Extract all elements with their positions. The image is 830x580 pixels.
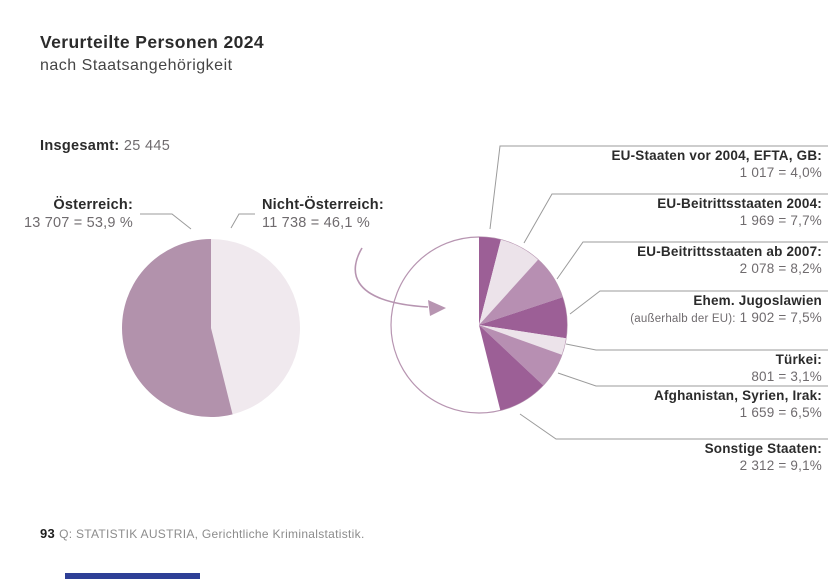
slice-label-sonstige: Sonstige Staaten: 2 312 = 9,1%	[492, 441, 822, 474]
label-oesterreich-value: 13 707 = 53,9 %	[23, 215, 133, 231]
pie-right-slice-5	[479, 325, 562, 386]
pie-left-slice-1	[211, 239, 300, 415]
slice-label-tuerkei: Türkei: 801 = 3,1%	[492, 352, 822, 385]
leader-line-oesterreich	[140, 213, 192, 230]
footer: 93 Q: STATISTIK AUSTRIA, Gerichtliche Kri…	[40, 526, 365, 541]
slice-label-value: 2 078 = 8,2%	[739, 260, 822, 276]
label-oesterreich-name: Österreich:	[53, 197, 133, 213]
label-nicht-oesterreich-value: 11 738 = 46,1 %	[262, 215, 370, 231]
total-line: Insgesamt: 25 445	[40, 138, 170, 154]
slice-label-eu-vor-2004: EU-Staaten vor 2004, EFTA, GB: 1 017 = 4…	[492, 148, 822, 181]
slice-label-value: 2 312 = 9,1%	[739, 457, 822, 473]
slice-label-value: 1 017 = 4,0%	[739, 164, 822, 180]
slice-label-eu-2004: EU-Beitrittsstaaten 2004: 1 969 = 7,7%	[492, 196, 822, 229]
pie-right-slice-4	[479, 325, 566, 355]
footer-source: Q: STATISTIK AUSTRIA, Gerichtliche Krimi…	[59, 527, 365, 541]
leader-line-sonstige	[519, 413, 828, 440]
arrow-head-icon	[428, 300, 446, 316]
slice-label-value: 1 969 = 7,7%	[739, 212, 822, 228]
slice-label-value: 801 = 3,1%	[751, 368, 822, 384]
slice-label-jugoslawien: Ehem. Jugoslawien (außerhalb der EU): 1 …	[492, 293, 822, 327]
slice-label-value-num: 1 902 = 7,5%	[739, 309, 822, 325]
slice-label-note: (außerhalb der EU):	[630, 312, 736, 325]
slice-label-value: 1 659 = 6,5%	[739, 404, 822, 420]
slice-label-title: EU-Staaten vor 2004, EFTA, GB:	[611, 148, 822, 163]
slice-label-afghanistan: Afghanistan, Syrien, Irak: 1 659 = 6,5%	[492, 388, 822, 421]
pie-right-slice-0	[479, 237, 501, 325]
leader-line-nicht-oesterreich	[230, 213, 255, 229]
bottom-accent-bar	[65, 573, 200, 579]
slice-label-title: Ehem. Jugoslawien	[693, 293, 822, 308]
slice-label-title: Sonstige Staaten:	[704, 441, 822, 456]
label-oesterreich: Österreich: 13 707 = 53,9 %	[0, 196, 133, 232]
pie-right-slice-2	[479, 259, 563, 325]
footer-page-number: 93	[40, 526, 56, 541]
pie-left	[121, 239, 300, 418]
slice-label-value: (außerhalb der EU): 1 902 = 7,5%	[492, 310, 822, 328]
pie-right	[479, 237, 567, 411]
leader-line-eu-ab-2007	[556, 241, 828, 280]
pie-right-slice-1	[479, 239, 539, 325]
slice-label-title: Türkei:	[775, 352, 822, 367]
pie-left-slice-0	[121, 239, 233, 418]
arrow-path	[354, 247, 429, 308]
leader-line-afghanistan	[557, 372, 828, 387]
leader-line-eu-2004	[523, 193, 828, 244]
total-value: 25 445	[123, 138, 171, 154]
page-title: Verurteilte Personen 2024	[40, 32, 264, 52]
slice-label-title: EU-Beitrittsstaaten ab 2007:	[637, 244, 822, 259]
page-subtitle: nach Staatsangehörigkeit	[40, 57, 233, 74]
slice-label-title: Afghanistan, Syrien, Irak:	[654, 388, 822, 403]
leader-line-jugoslawien	[569, 290, 828, 315]
label-nicht-oesterreich: Nicht-Österreich: 11 738 = 46,1 %	[262, 196, 462, 232]
pie-right-slice-3	[479, 297, 567, 339]
total-label: Insgesamt:	[40, 138, 120, 154]
label-nicht-oesterreich-name: Nicht-Österreich:	[262, 197, 384, 213]
leader-line-tuerkei	[565, 343, 828, 351]
pie-right-slice-6	[479, 325, 544, 411]
slice-label-eu-ab-2007: EU-Beitrittsstaaten ab 2007: 2 078 = 8,2…	[492, 244, 822, 277]
slice-label-title: EU-Beitrittsstaaten 2004:	[657, 196, 822, 211]
leader-line-eu-vor-2004	[489, 145, 828, 230]
